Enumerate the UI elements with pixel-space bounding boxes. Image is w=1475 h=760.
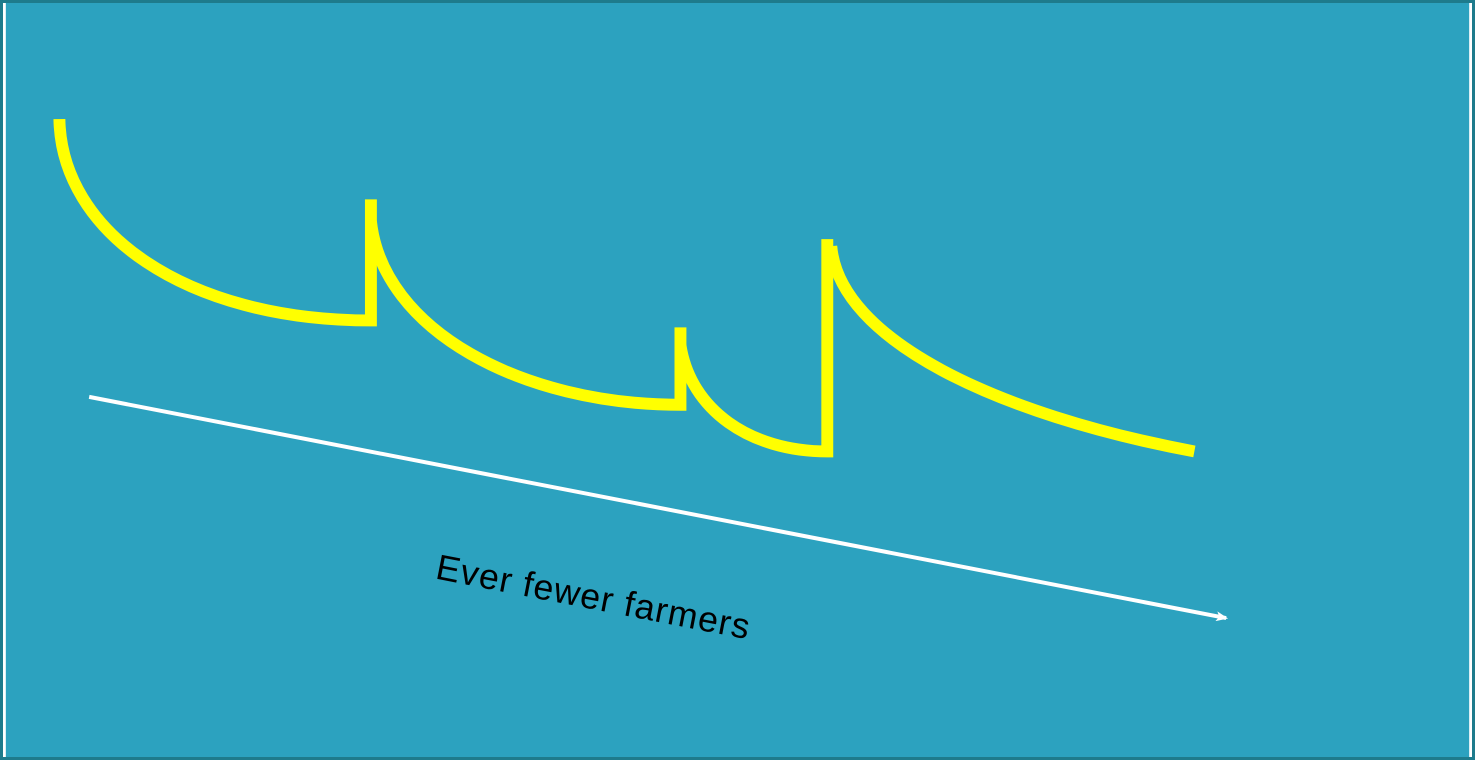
diagram-canvas: Ever fewer farmers (5, 3, 1470, 757)
curve-segment-4 (825, 245, 1196, 458)
curve-segment-1 (53, 118, 377, 327)
trend-arrow (88, 394, 1229, 622)
sawtooth-curve (53, 118, 1196, 458)
curve-segment-2 (365, 220, 687, 411)
curve-segment-3 (674, 239, 834, 458)
slide-background (5, 3, 1470, 757)
